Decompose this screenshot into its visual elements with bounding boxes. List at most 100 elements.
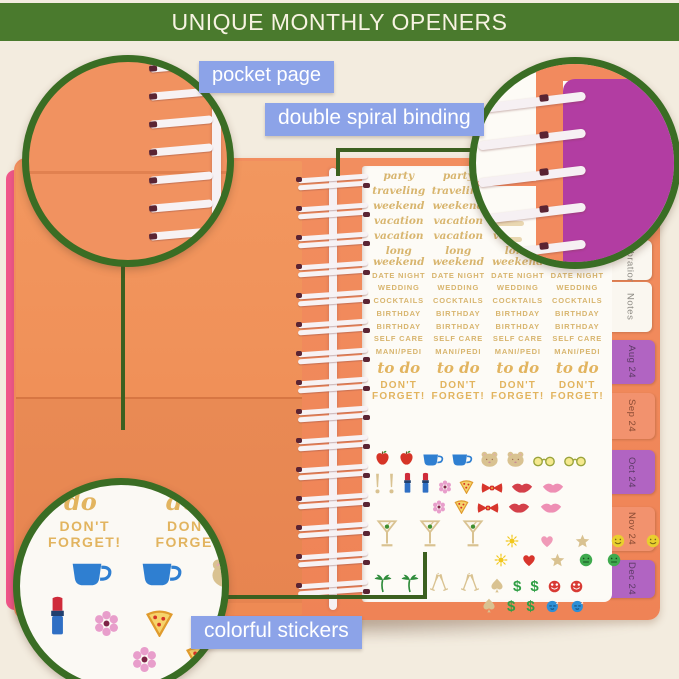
word-sticker: DATE NIGHT <box>372 270 426 280</box>
connector-pocket-page <box>121 251 125 430</box>
gold-word-stickers: party traveling weekend vacation vacation lon… <box>370 171 606 402</box>
colorful-icon-stickers: $ $ $ $ z z <box>374 450 660 613</box>
teacup-icon <box>70 561 113 588</box>
word-sticker: DATE NIGHT <box>550 270 604 280</box>
glasses-icon <box>563 456 587 467</box>
word-sticker: to do <box>436 358 480 377</box>
zoom-coil <box>148 227 214 241</box>
pizza-icon <box>454 499 469 514</box>
spiral-coil <box>296 376 370 393</box>
sticker-row <box>374 472 606 494</box>
zoom-coil <box>148 115 214 129</box>
glasses-icon <box>532 456 556 467</box>
palm-icon <box>401 573 419 593</box>
word-sticker: to do <box>64 478 97 517</box>
bear-icon <box>480 451 499 467</box>
spiral-coil <box>296 260 370 277</box>
spiral-coil <box>296 202 370 219</box>
smiley-yellow-icon <box>611 534 625 548</box>
word-sticker: BIRTHDAY <box>376 308 421 318</box>
word-sticker: SELF CARE <box>492 334 543 344</box>
exclamation-icon <box>374 473 381 494</box>
banner-title: UNIQUE MONTHLY OPENERS <box>171 8 508 35</box>
dollar-icon: $ <box>530 577 539 595</box>
martini-icon <box>376 519 398 548</box>
champagne-icon <box>428 572 450 593</box>
word-sticker: traveling <box>372 185 426 197</box>
word-sticker: MANI/PEDI <box>494 347 541 356</box>
word-sticker: BIRTHDAY <box>436 321 481 331</box>
dollar-icon: $ <box>526 597 535 615</box>
sticker-row <box>432 499 606 514</box>
word-sticker: MANI/PEDI <box>554 347 601 356</box>
spiral-coil <box>296 173 370 190</box>
word-sticker: vacation <box>433 230 484 242</box>
champagne-icon <box>459 572 481 593</box>
smiley-yellow-icon <box>646 534 660 548</box>
bow-icon <box>477 502 499 514</box>
word-sticker: to do <box>377 358 421 377</box>
zoom-spiral-rail <box>212 62 221 260</box>
word-sticker: party <box>383 170 415 182</box>
word-sticker: DON'T FORGET! <box>372 380 426 403</box>
spiral-coil <box>296 347 370 364</box>
tab-label: Aug 24 <box>626 345 637 379</box>
sticker-row <box>70 558 222 588</box>
word-sticker: WEDDING <box>556 283 599 293</box>
label-colorful-stickers: colorful stickers <box>191 616 362 649</box>
connector-spiral-v <box>336 148 340 176</box>
word-sticker: BIRTHDAY <box>555 321 600 331</box>
tab-label: Sep 24 <box>626 399 637 433</box>
word-sticker: vacation <box>373 215 424 227</box>
zoom-todo-row: to do to do <box>36 478 222 517</box>
word-sticker: DATE NIGHT <box>491 270 545 280</box>
label-double-spiral-binding: double spiral binding <box>265 103 484 136</box>
word-sticker: BIRTHDAY <box>555 308 600 318</box>
svg-text:z: z <box>556 600 559 605</box>
flower-icon <box>432 500 446 514</box>
dollar-icon: $ <box>513 577 522 595</box>
word-sticker: vacation <box>373 230 424 242</box>
spiral-coil <box>296 289 370 306</box>
lips-pink-icon <box>539 502 563 514</box>
word-sticker: to do <box>555 358 599 377</box>
spiral-coil <box>296 463 370 480</box>
pocket-seam <box>29 170 227 174</box>
svg-text:z: z <box>581 600 584 605</box>
sticker-row <box>374 450 606 467</box>
teacup-icon <box>451 453 473 467</box>
tab-label: Oct 24 <box>626 456 637 488</box>
heart-pink-icon <box>540 535 554 548</box>
sticker-row: $ $ z z <box>482 598 606 613</box>
tab-oct-24: Oct 24 <box>608 450 655 494</box>
exclamation-icon <box>388 473 395 494</box>
spiral-coil <box>296 231 370 248</box>
word-sticker: DON'T FORGET! <box>491 380 545 403</box>
word-sticker: vacation <box>433 215 484 227</box>
tab-sep-24: Sep 24 <box>608 393 655 439</box>
word-sticker: BIRTHDAY <box>495 308 540 318</box>
tab-aug-24: Aug 24 <box>608 340 655 384</box>
word-sticker: MANI/PEDI <box>435 347 482 356</box>
word-sticker: DATE NIGHT <box>431 270 485 280</box>
word-sticker: WEDDING <box>437 283 480 293</box>
sticker-row: $ $ <box>374 572 606 593</box>
zoom-spiral-coils <box>148 62 227 260</box>
star-icon <box>550 553 565 567</box>
emoji-sleep-icon: z <box>546 600 560 613</box>
word-sticker: COCKTAILS <box>552 296 603 305</box>
pizza-icon <box>145 608 174 637</box>
word-sticker: BIRTHDAY <box>436 308 481 318</box>
lips-red-icon <box>507 502 531 514</box>
word-sticker: DON'T FORGET! <box>48 518 122 551</box>
bear-icon <box>506 451 525 467</box>
emoji-love-icon <box>570 580 583 593</box>
word-sticker: BIRTHDAY <box>376 321 421 331</box>
callout-circle-spiral-binding <box>469 57 679 269</box>
spade-icon <box>490 578 504 593</box>
smiley-green-icon <box>579 553 593 567</box>
bow-icon <box>481 482 503 494</box>
